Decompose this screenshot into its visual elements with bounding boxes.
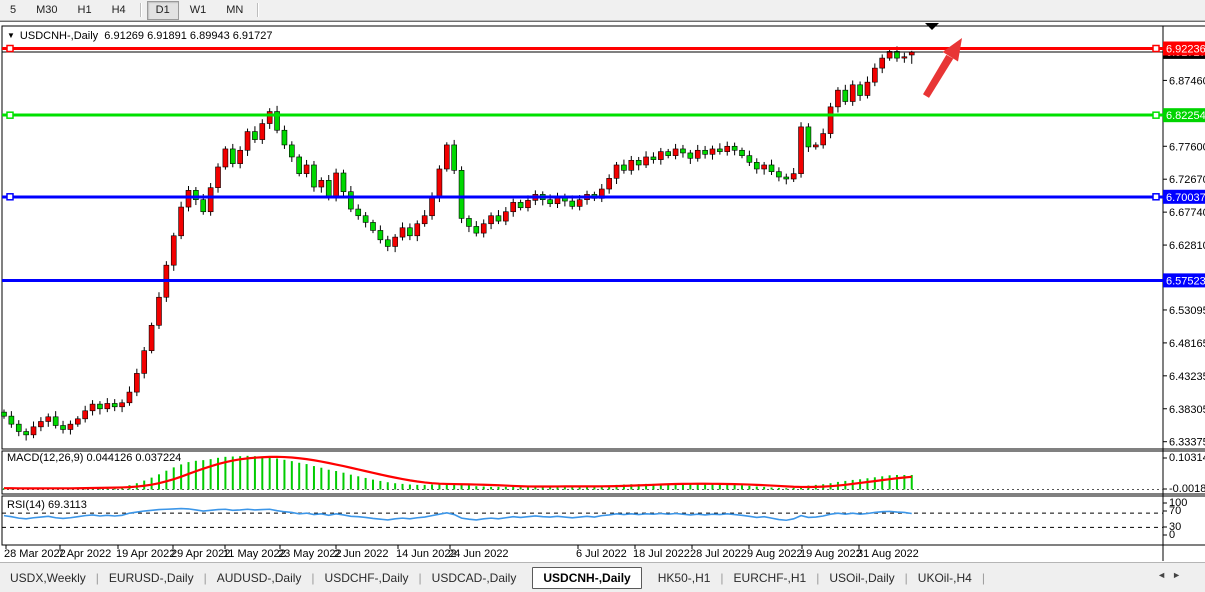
symbol-tab-usoildaily[interactable]: USOil-,Daily [829, 570, 895, 585]
hline-handle[interactable] [6, 44, 14, 53]
price-tick-label: 6.43235 [1169, 371, 1205, 383]
price-badge-label: 6.70037 [1166, 192, 1205, 204]
price-axis: 6.87460 6.77600 6.72670 6.67740 6.62810 6.530… [1163, 41, 1205, 449]
price-tick-label: 6.33375 [1169, 437, 1205, 449]
tab-scroll-right-icon[interactable]: ► [1172, 570, 1187, 580]
chart-window-background [0, 21, 1205, 562]
toolbar-separator [257, 3, 260, 17]
candlesticks [1, 46, 915, 441]
symbol-tab-usdchfdaily[interactable]: USDCHF-,Daily [324, 570, 409, 585]
hline-handle[interactable] [1152, 111, 1160, 119]
symbol-tab-eurchfh1[interactable]: EURCHF-,H1 [733, 570, 807, 585]
rsi-axis-label: 0 [1169, 529, 1175, 541]
macd-axis-min: -0.00180 [1169, 483, 1205, 495]
price-badge [1163, 189, 1205, 204]
timeframe-toolbar: 5 M30 H1 H4 D1 W1 MN [0, 0, 1205, 21]
tab-separator: | [203, 570, 207, 585]
symbol-tab-usdcnhdaily[interactable]: USDCNH-,Daily [532, 566, 642, 589]
price-badge [1163, 108, 1205, 123]
date-tick-label: 2 Jun 2022 [334, 548, 388, 560]
date-tick-label: 29 Apr 2022 [171, 548, 230, 560]
price-tick-label: 6.67740 [1169, 207, 1205, 219]
rsi-axis-label: 70 [1169, 505, 1181, 517]
date-tick-label: 28 Mar 2022 [4, 548, 66, 560]
price-badge-label: 6.82254 [1166, 110, 1205, 122]
date-tick-label: 14 Jun 2022 [396, 548, 457, 560]
timeframe-button-M30[interactable]: M30 [36, 3, 58, 16]
rsi-axis-label: 30 [1169, 521, 1181, 533]
date-tick-label: 18 Jul 2022 [633, 548, 690, 560]
symbol-tab-eurusddaily[interactable]: EURUSD-,Daily [108, 570, 194, 585]
macd-axis-max: 0.103149 [1169, 452, 1205, 464]
tab-separator: | [720, 570, 724, 585]
price-tick-label: 6.48165 [1169, 338, 1205, 350]
timeframe-button-5[interactable]: 5 [10, 3, 17, 16]
price-badge [1163, 273, 1205, 288]
window-edge [0, 21, 1205, 22]
trend-arrow-head [942, 38, 962, 62]
symbol-tab-audusddaily[interactable]: AUDUSD-,Daily [216, 570, 302, 585]
date-tick-label: 19 Apr 2022 [116, 548, 175, 560]
rsi-line [3, 507, 912, 522]
timeframe-button-MN[interactable]: MN [226, 3, 244, 16]
tab-scroll-arrows[interactable]: ◄► [1157, 570, 1187, 580]
price-tick-label: 6.38305 [1169, 404, 1205, 416]
macd-signal-line [4, 455, 912, 490]
trend-arrow-shaft [923, 54, 954, 98]
tab-separator: | [95, 570, 99, 585]
symbol-tab-ukoilh4[interactable]: UKOil-,H4 [917, 570, 972, 585]
date-tick-label: 7 Apr 2022 [58, 548, 111, 560]
price-badge-label: 6.57523 [1166, 275, 1205, 287]
date-tick-label: 31 Aug 2022 [857, 548, 919, 560]
tab-separator: | [904, 570, 908, 585]
symbol-tab-hk50h1[interactable]: HK50-,H1 [657, 570, 711, 585]
tab-scroll-left-icon[interactable]: ◄ [1157, 570, 1173, 580]
price-tick-label: 6.87460 [1169, 75, 1205, 87]
tab-separator: | [311, 570, 315, 585]
date-tick-label: 11 May 2022 [223, 548, 286, 560]
date-tick-label: 23 May 2022 [278, 548, 342, 560]
timeframe-button-H1[interactable]: H1 [77, 3, 92, 16]
price-tick-label: 6.62810 [1169, 240, 1205, 252]
date-tick-label: 24 Jun 2022 [448, 548, 509, 560]
timeframe-button-W1[interactable]: W1 [189, 3, 207, 16]
symbol-tab-usdxweekly[interactable]: USDX,Weekly [10, 570, 86, 585]
date-tick-label: 19 Aug 2022 [800, 548, 862, 560]
hline-handle[interactable] [6, 193, 14, 201]
date-tick-label: 6 Jul 2022 [576, 548, 627, 560]
date-tick-label: 9 Aug 2022 [747, 548, 803, 560]
annotations[interactable] [923, 23, 962, 98]
rsi-axis-label: 100 [1169, 497, 1187, 509]
timeframe-button-D1[interactable]: D1 [146, 0, 179, 20]
timeframe-button-H4[interactable]: H4 [111, 3, 126, 16]
current-bar-marker-icon [925, 23, 939, 30]
price-tick-label: 6.53095 [1169, 305, 1205, 317]
price-tick-label: 6.77600 [1169, 141, 1205, 153]
symbol-tab-usdcaddaily[interactable]: USDCAD-,Daily [431, 570, 517, 585]
hline-handle[interactable] [1152, 44, 1160, 53]
price-tick-label: 6.72670 [1169, 174, 1205, 186]
hline-handle[interactable] [6, 111, 14, 119]
symbol-tabbar: USDX,Weekly | EURUSD-,Daily | AUDUSD-,Daily |… [0, 562, 1205, 592]
hline-handle[interactable] [1152, 193, 1160, 201]
date-tick-label: 28 Jul 2022 [690, 548, 747, 560]
toolbar-separator [139, 3, 142, 17]
tab-separator: | [418, 570, 422, 585]
pane-borders [1, 25, 1205, 561]
tab-separator: | [816, 570, 820, 585]
price-badge-label: 6.92236 [1166, 44, 1205, 56]
price-badge [1163, 41, 1205, 56]
macd-pane: 0.103149 -0.00180 [2, 452, 1205, 495]
tab-separator: | [981, 570, 985, 585]
horizontal-line-objects[interactable] [2, 44, 1163, 282]
